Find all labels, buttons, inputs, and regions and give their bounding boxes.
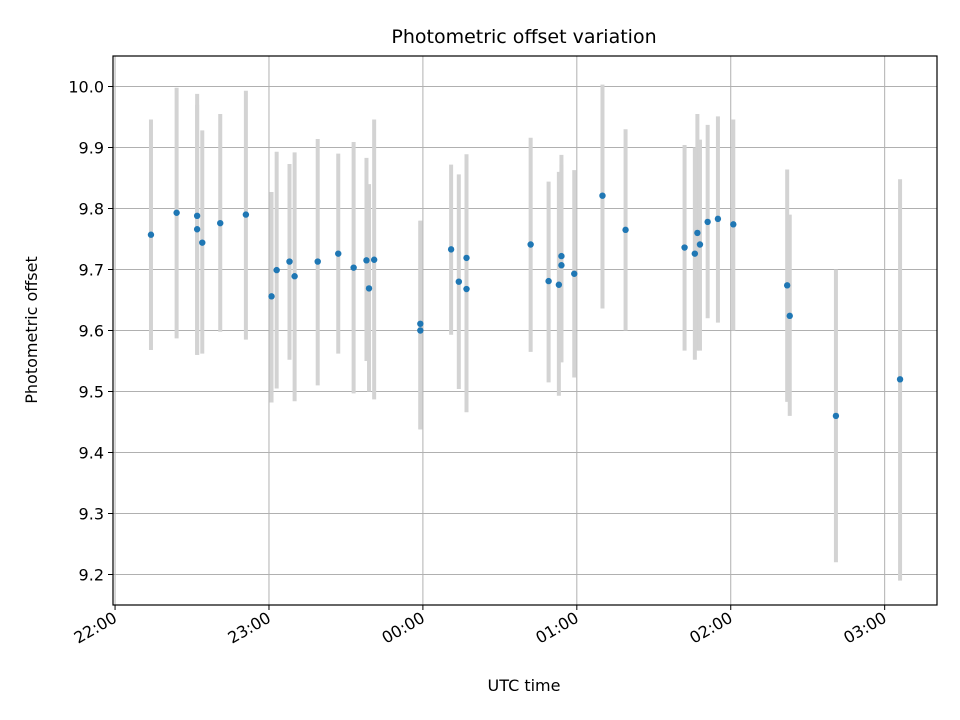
data-point bbox=[173, 209, 180, 216]
data-point bbox=[242, 211, 250, 218]
data-point bbox=[691, 250, 699, 257]
x-tick-label: 01:00 bbox=[532, 608, 581, 648]
x-tick-label: 00:00 bbox=[378, 608, 427, 648]
data-point bbox=[193, 226, 201, 233]
x-tick-label: 23:00 bbox=[225, 608, 274, 648]
x-tick-label: 02:00 bbox=[686, 608, 735, 648]
error-bars bbox=[148, 84, 903, 581]
data-point bbox=[463, 285, 470, 293]
y-tick-label: 9.8 bbox=[79, 200, 104, 219]
data-point bbox=[417, 320, 424, 327]
data-point bbox=[365, 285, 373, 292]
data-point bbox=[622, 226, 629, 234]
data-point bbox=[335, 250, 342, 257]
data-point bbox=[783, 282, 791, 289]
data-point bbox=[696, 241, 704, 248]
x-axis-ticks: 22:00 23:00 00:00 01:00 02:00 03:00 bbox=[71, 605, 890, 648]
data-point bbox=[555, 281, 563, 288]
data-point bbox=[681, 244, 688, 251]
data-point bbox=[417, 327, 424, 334]
data-point bbox=[447, 246, 455, 253]
data-point bbox=[463, 254, 470, 262]
data-point bbox=[786, 312, 793, 320]
chart-title: Photometric offset variation bbox=[391, 26, 656, 48]
data-point bbox=[896, 376, 904, 383]
y-tick-label: 9.2 bbox=[79, 566, 104, 585]
data-point bbox=[286, 258, 293, 265]
data-point bbox=[273, 266, 280, 274]
y-tick-label: 9.6 bbox=[79, 322, 104, 341]
y-tick-label: 10.0 bbox=[68, 78, 104, 97]
y-tick-label: 9.4 bbox=[79, 444, 104, 463]
data-point bbox=[558, 262, 565, 269]
x-tick-label: 03:00 bbox=[840, 608, 889, 648]
x-axis-label: UTC time bbox=[488, 676, 561, 695]
data-point bbox=[147, 231, 155, 238]
data-point bbox=[217, 219, 224, 227]
data-point bbox=[199, 239, 206, 246]
data-point bbox=[455, 278, 463, 285]
data-point bbox=[704, 218, 711, 226]
data-point bbox=[694, 229, 701, 237]
data-point bbox=[714, 215, 722, 223]
data-point bbox=[314, 258, 321, 265]
data-point bbox=[291, 273, 298, 280]
data-point bbox=[599, 192, 606, 199]
data-point bbox=[527, 241, 534, 248]
data-point bbox=[832, 412, 840, 420]
data-point bbox=[545, 277, 552, 285]
y-axis-label: Photometric offset bbox=[22, 256, 41, 404]
data-point bbox=[370, 256, 378, 263]
data-point bbox=[268, 293, 275, 300]
data-points bbox=[147, 192, 904, 420]
y-tick-label: 9.9 bbox=[79, 139, 104, 158]
data-point bbox=[363, 257, 370, 264]
data-point bbox=[571, 270, 578, 277]
y-tick-label: 9.7 bbox=[79, 261, 104, 280]
y-tick-label: 9.5 bbox=[79, 383, 104, 402]
y-axis-ticks: 9.2 9.3 9.4 9.5 9.6 9.7 9.8 9.9 10.0 bbox=[68, 78, 113, 585]
data-point bbox=[350, 264, 357, 271]
data-point bbox=[193, 212, 201, 220]
x-tick-label: 22:00 bbox=[71, 608, 120, 648]
data-point bbox=[730, 221, 737, 228]
y-tick-label: 9.3 bbox=[79, 505, 104, 524]
data-point bbox=[558, 252, 565, 260]
grid bbox=[113, 56, 937, 605]
